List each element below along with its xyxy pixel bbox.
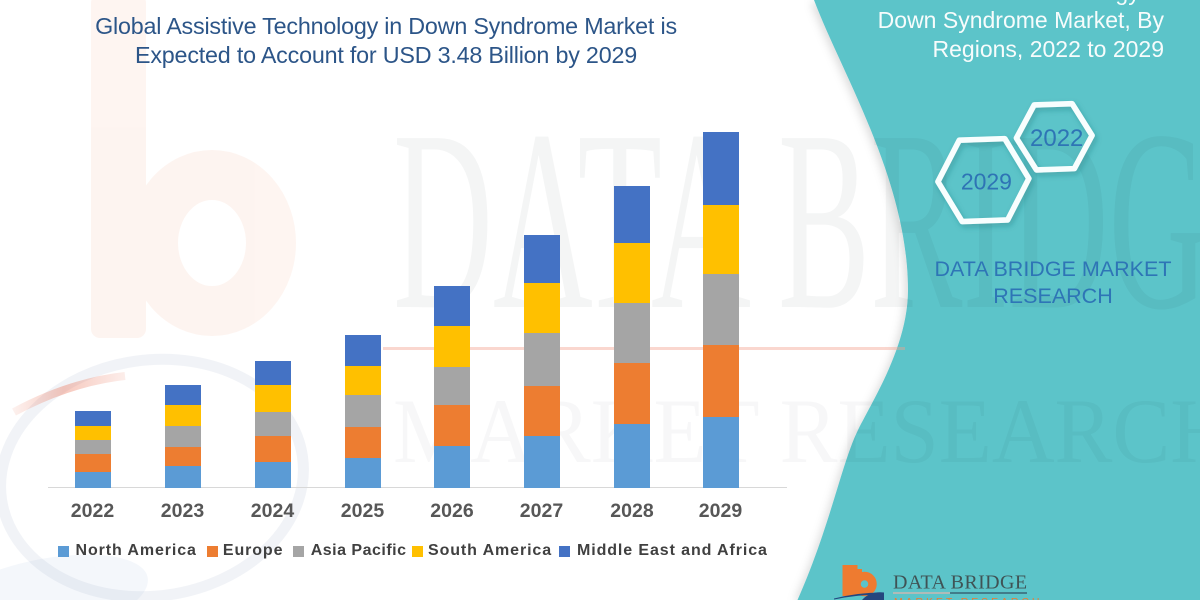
svg-text:2029: 2029 xyxy=(961,168,1012,194)
svg-text:DATA BRIDGE: DATA BRIDGE xyxy=(893,572,1027,594)
svg-text:MARKET RESEARCH: MARKET RESEARCH xyxy=(894,596,1042,600)
svg-text:MARKET RESEARCH: MARKET RESEARCH xyxy=(393,380,1200,482)
svg-text:2022: 2022 xyxy=(1030,125,1083,152)
